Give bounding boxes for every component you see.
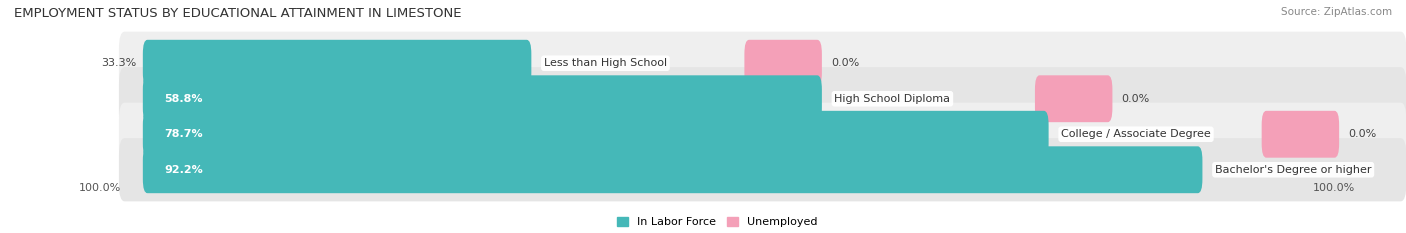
FancyBboxPatch shape <box>120 32 1406 95</box>
Text: 92.2%: 92.2% <box>165 165 204 175</box>
FancyBboxPatch shape <box>1035 75 1112 122</box>
Text: 100.0%: 100.0% <box>79 183 121 193</box>
FancyBboxPatch shape <box>143 146 1202 193</box>
Text: 0.0%: 0.0% <box>1348 129 1376 139</box>
Text: 0.0%: 0.0% <box>831 58 859 68</box>
Text: 0.0%: 0.0% <box>1122 94 1150 104</box>
FancyBboxPatch shape <box>1261 111 1339 158</box>
Text: College / Associate Degree: College / Associate Degree <box>1062 129 1211 139</box>
FancyBboxPatch shape <box>143 111 1049 158</box>
Text: 100.0%: 100.0% <box>1313 183 1355 193</box>
FancyBboxPatch shape <box>744 40 823 87</box>
FancyBboxPatch shape <box>120 67 1406 130</box>
FancyBboxPatch shape <box>120 103 1406 166</box>
Legend: In Labor Force, Unemployed: In Labor Force, Unemployed <box>617 217 817 227</box>
FancyBboxPatch shape <box>120 138 1406 201</box>
Text: 78.7%: 78.7% <box>165 129 202 139</box>
Text: EMPLOYMENT STATUS BY EDUCATIONAL ATTAINMENT IN LIMESTONE: EMPLOYMENT STATUS BY EDUCATIONAL ATTAINM… <box>14 7 461 20</box>
Text: High School Diploma: High School Diploma <box>834 94 950 104</box>
Text: Bachelor's Degree or higher: Bachelor's Degree or higher <box>1215 165 1371 175</box>
Text: 58.8%: 58.8% <box>165 94 202 104</box>
FancyBboxPatch shape <box>143 40 531 87</box>
Text: 33.3%: 33.3% <box>101 58 136 68</box>
FancyBboxPatch shape <box>143 75 823 122</box>
Text: Less than High School: Less than High School <box>544 58 666 68</box>
Text: Source: ZipAtlas.com: Source: ZipAtlas.com <box>1281 7 1392 17</box>
